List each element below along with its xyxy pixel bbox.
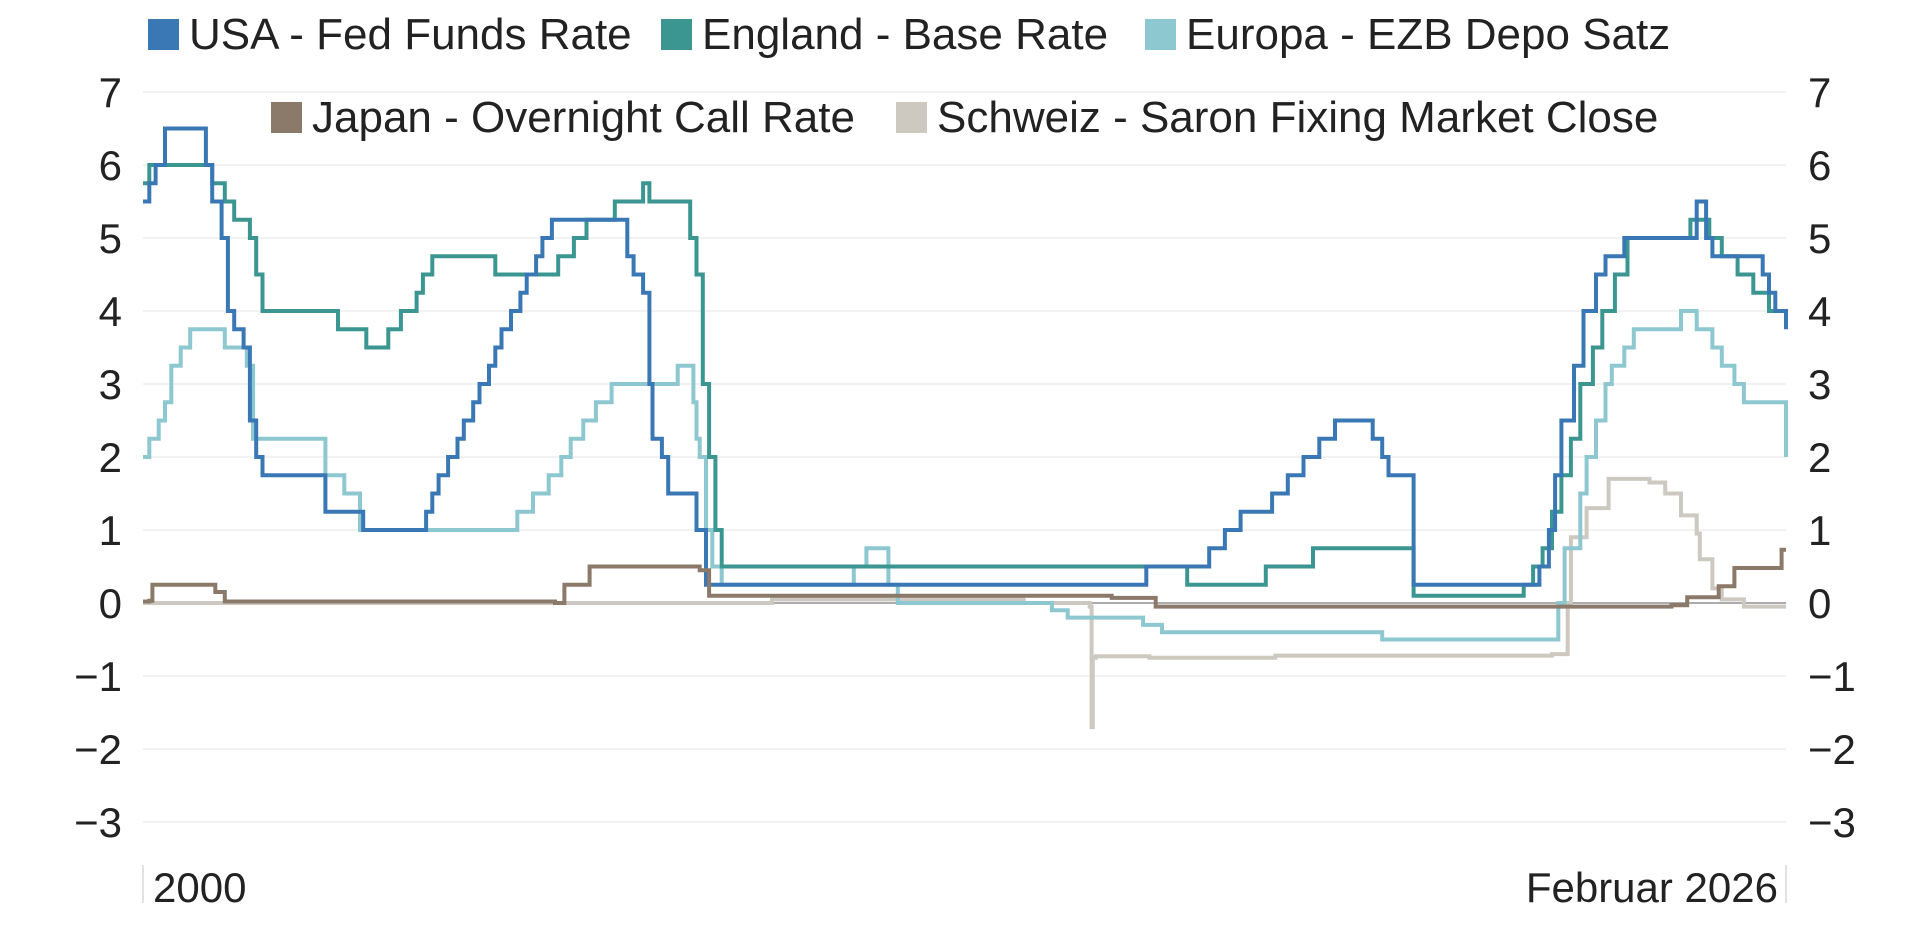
x-axis-end-label: Februar 2026	[1526, 864, 1778, 911]
y-axis-left: 7 6 5 4 3 2 1 0 −1 −2 −3	[74, 69, 122, 846]
y-tick-label-right: 0	[1808, 580, 1831, 627]
y-tick-label-left: 5	[99, 215, 122, 262]
y-tick-label-right: 2	[1808, 434, 1831, 481]
y-tick-label-right: 5	[1808, 215, 1831, 262]
series-line-japan-overnight-call-rate	[143, 547, 1786, 609]
y-tick-label-right: −1	[1808, 653, 1856, 700]
legend: USA - Fed Funds Rate England - Base Rate E…	[148, 10, 1670, 142]
y-tick-label-right: 3	[1808, 361, 1831, 408]
y-tick-label-left: 4	[99, 288, 122, 335]
y-tick-label-left: 0	[99, 580, 122, 627]
y-tick-label-right: 7	[1808, 69, 1831, 116]
y-tick-label-right: 6	[1808, 142, 1831, 189]
y-tick-label-left: 6	[99, 142, 122, 189]
legend-item-europa-ezb-depo-satz: Europa - EZB Depo Satz	[1145, 10, 1670, 59]
legend-label: Japan - Overnight Call Rate	[312, 93, 855, 142]
gridlines	[143, 91, 1786, 823]
y-tick-label-left: 3	[99, 361, 122, 408]
legend-swatch	[896, 102, 927, 133]
legend-swatch	[271, 102, 302, 133]
legend-label: England - Base Rate	[702, 10, 1108, 59]
legend-item-england-base-rate: England - Base Rate	[661, 10, 1108, 59]
series-lines	[143, 126, 1788, 730]
series-line-england-base-rate	[143, 163, 1786, 598]
series-line-schweiz-saron-fixing-market-close	[143, 476, 1786, 730]
y-axis-right: 7 6 5 4 3 2 1 0 −1 −2 −3	[1808, 69, 1856, 846]
y-tick-label-right: −3	[1808, 799, 1856, 846]
legend-label: Europa - EZB Depo Satz	[1186, 10, 1670, 59]
x-axis-start-label: 2000	[153, 864, 246, 911]
y-tick-label-left: 7	[99, 69, 122, 116]
y-tick-label-left: −3	[74, 799, 122, 846]
legend-item-schweiz-saron-fixing-market-close: Schweiz - Saron Fixing Market Close	[896, 93, 1658, 142]
y-tick-label-right: −2	[1808, 726, 1856, 773]
legend-label: Schweiz - Saron Fixing Market Close	[937, 93, 1658, 142]
series-line-europa-ezb-depo-satz	[143, 309, 1788, 642]
legend-item-usa-fed-funds-rate: USA - Fed Funds Rate	[148, 10, 632, 59]
series-line-usa-fed-funds-rate	[143, 126, 1788, 587]
legend-swatch	[148, 19, 179, 50]
legend-swatch	[661, 19, 692, 50]
legend-item-japan-overnight-call-rate: Japan - Overnight Call Rate	[271, 93, 855, 142]
y-tick-label-left: 2	[99, 434, 122, 481]
legend-label: USA - Fed Funds Rate	[189, 10, 632, 59]
y-tick-label-right: 1	[1808, 507, 1831, 554]
y-tick-label-right: 4	[1808, 288, 1831, 335]
y-tick-label-left: 1	[99, 507, 122, 554]
y-tick-label-left: −2	[74, 726, 122, 773]
x-axis: 2000 Februar 2026	[142, 864, 1787, 911]
y-tick-label-left: −1	[74, 653, 122, 700]
legend-swatch	[1145, 19, 1176, 50]
